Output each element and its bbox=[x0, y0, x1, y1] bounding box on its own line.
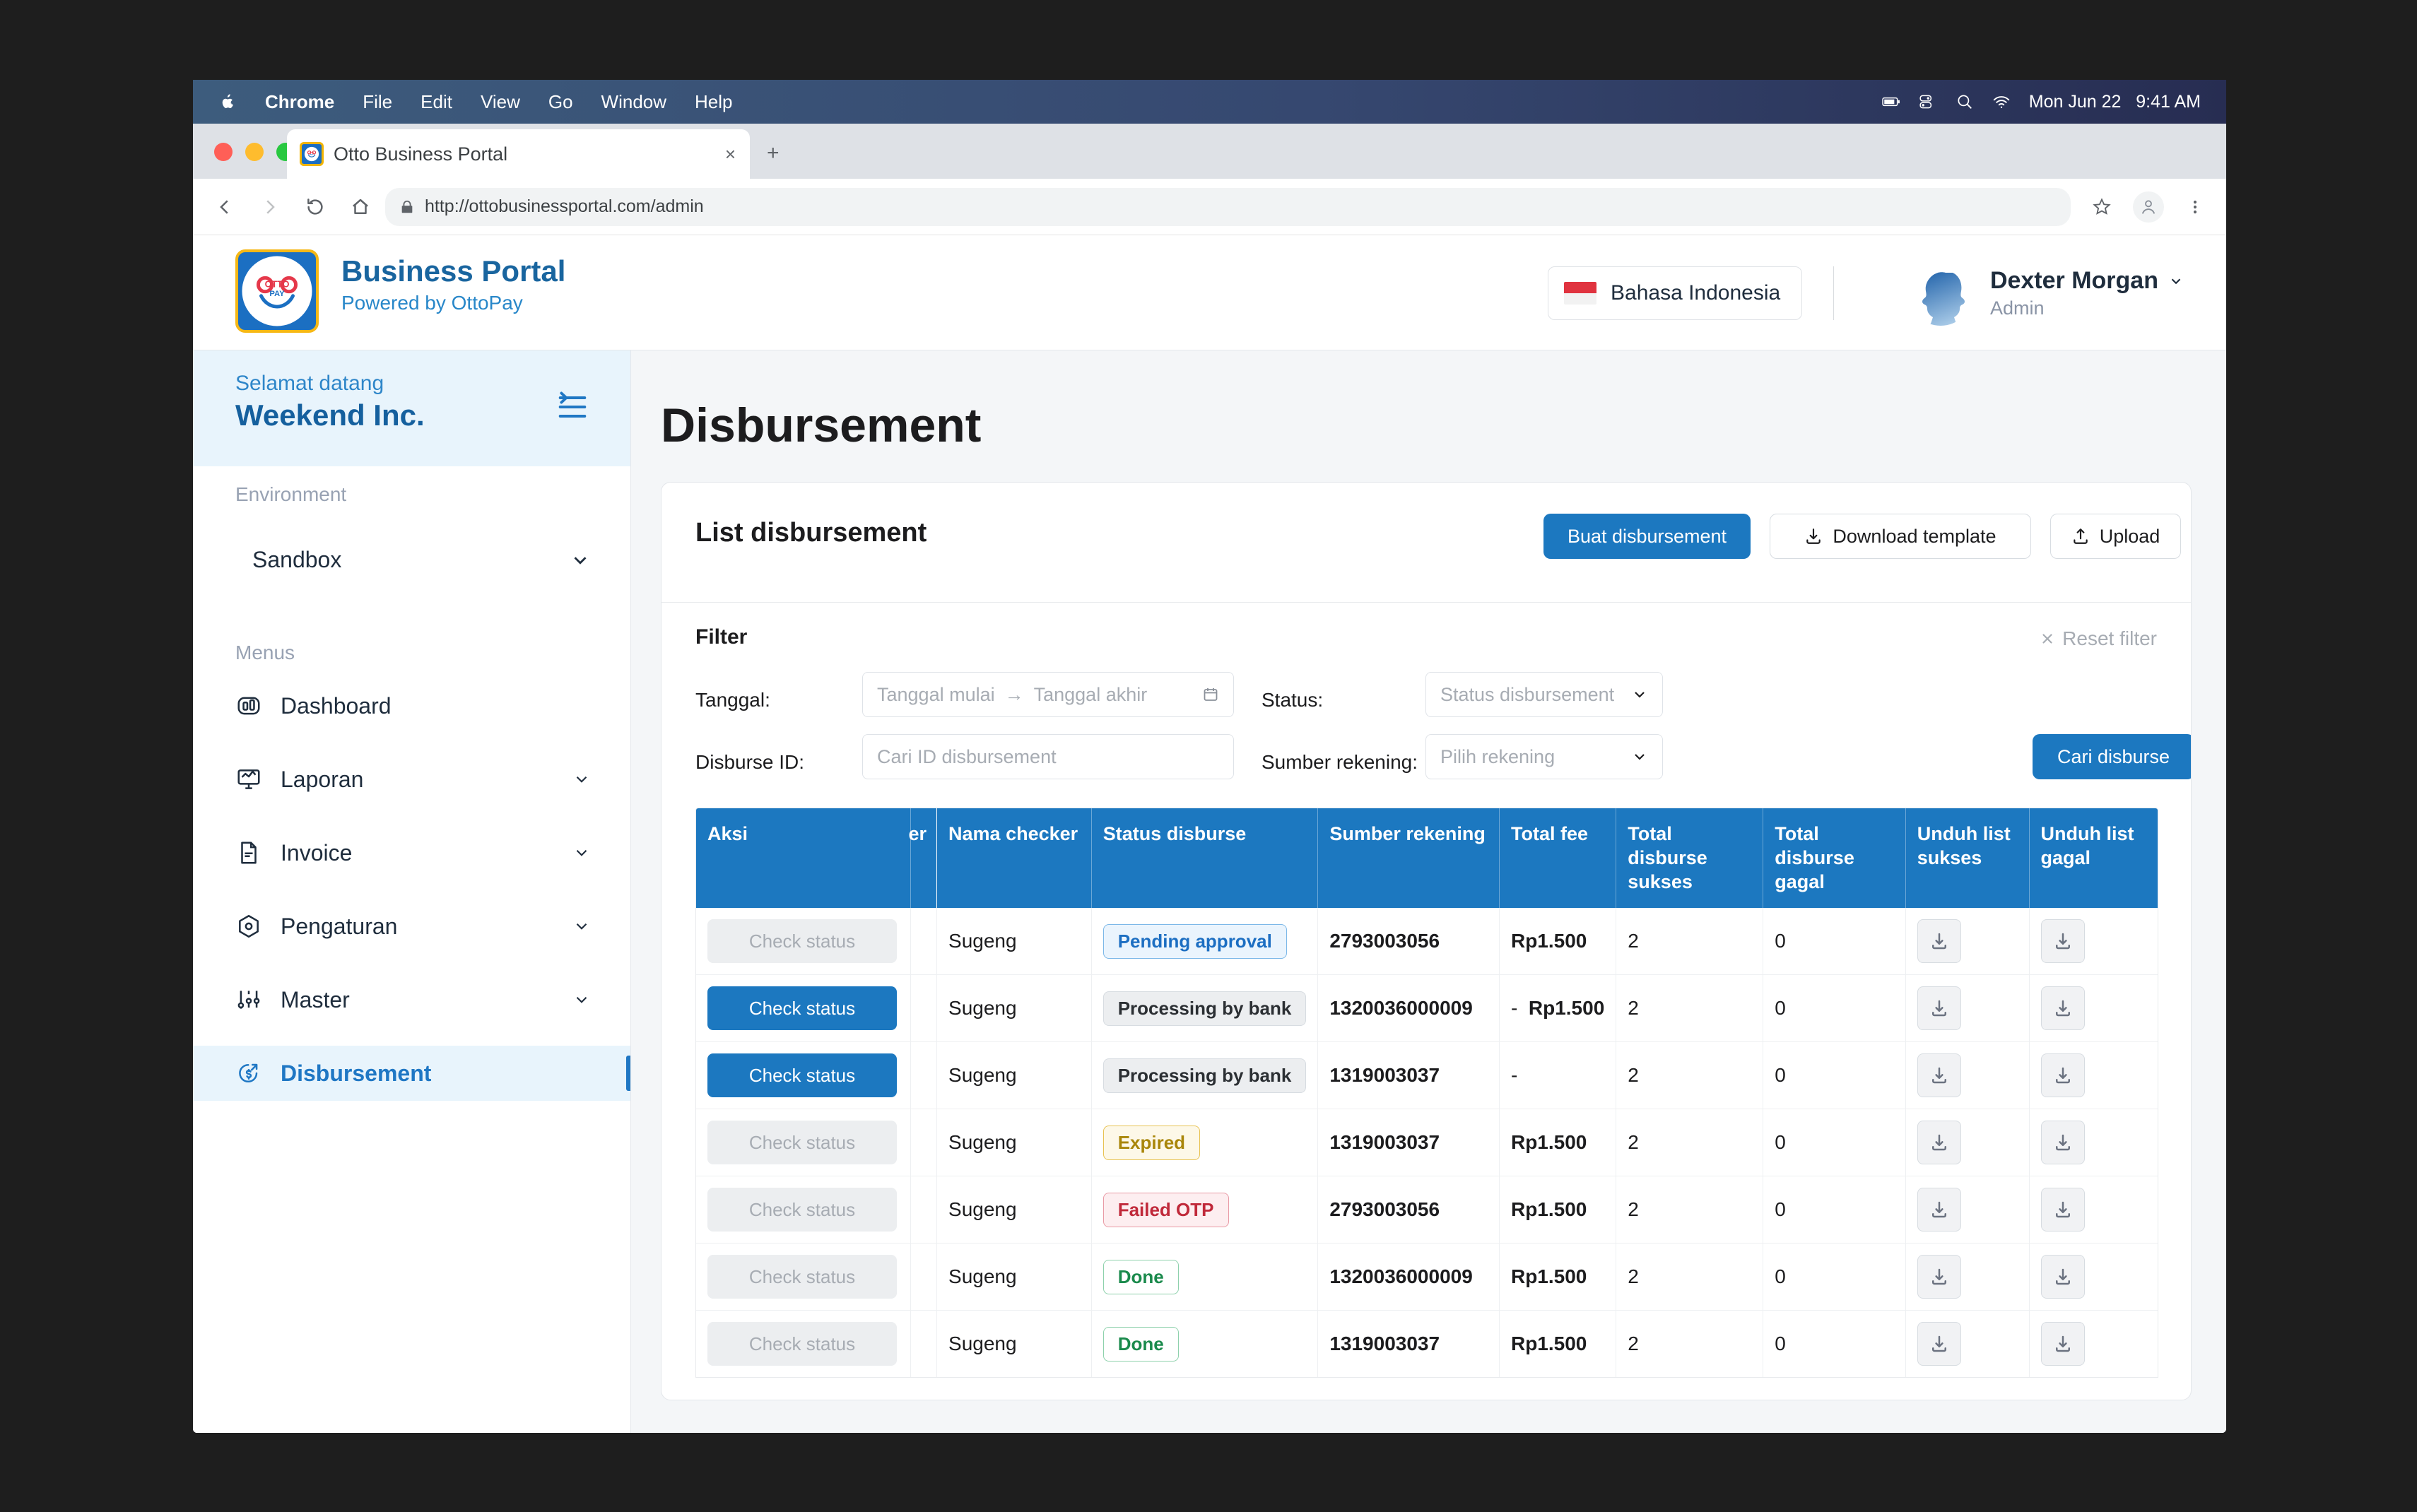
svg-text:OTTO: OTTO bbox=[310, 152, 314, 154]
svg-text:OTTO: OTTO bbox=[265, 279, 290, 289]
svg-text:PAY: PAY bbox=[310, 153, 314, 155]
svg-text:PAY: PAY bbox=[269, 290, 285, 298]
